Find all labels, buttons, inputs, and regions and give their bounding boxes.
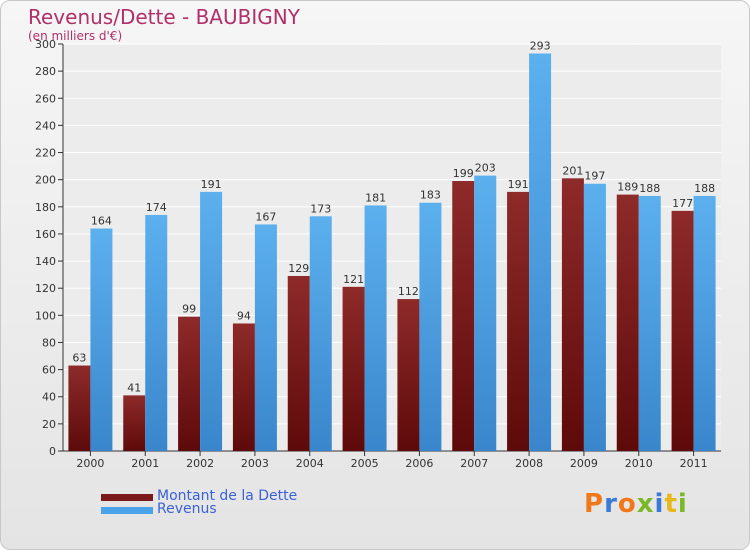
chart-subtitle: (en milliers d'€): [28, 29, 123, 43]
bar-revenus: [638, 195, 661, 451]
x-tick-label: 2001: [131, 457, 159, 470]
data-label-dette: 63: [72, 352, 86, 365]
data-label-revenus: 174: [146, 201, 167, 214]
y-tick-label: 60: [42, 364, 56, 377]
plot-area: [63, 44, 721, 451]
x-tick-label: 2006: [405, 457, 433, 470]
bar-revenus: [474, 175, 497, 451]
data-label-dette: 99: [182, 303, 196, 316]
bar-dette: [671, 210, 694, 451]
y-tick-label: 220: [35, 147, 56, 160]
bar-dette: [123, 395, 146, 451]
legend-label-revenus: Revenus: [157, 501, 217, 517]
y-tick-label: 120: [35, 282, 56, 295]
data-label-dette: 129: [288, 262, 309, 275]
data-label-dette: 191: [508, 178, 529, 191]
logo-letter: r: [604, 489, 618, 519]
logo-letter: i: [654, 489, 665, 519]
data-label-dette: 199: [453, 167, 474, 180]
logo-letter: t: [664, 489, 678, 519]
y-tick-label: 20: [42, 418, 56, 431]
data-label-dette: 121: [343, 273, 364, 286]
y-tick-label: 200: [35, 174, 56, 187]
bar-revenus: [200, 191, 223, 452]
data-label-dette: 189: [617, 181, 638, 194]
data-label-revenus: 173: [310, 202, 331, 215]
x-tick-label: 2000: [76, 457, 104, 470]
data-label-revenus: 183: [420, 189, 441, 202]
x-tick-label: 2004: [296, 457, 324, 470]
data-label-dette: 112: [398, 285, 419, 298]
x-tick-label: 2005: [351, 457, 379, 470]
y-tick-label: 80: [42, 336, 56, 349]
y-tick-label: 240: [35, 119, 56, 132]
y-tick-label: 40: [42, 391, 56, 404]
bar-revenus: [419, 202, 442, 451]
bar-revenus: [254, 224, 277, 451]
x-tick-label: 2009: [570, 457, 598, 470]
legend-swatch-revenus: [101, 507, 153, 514]
logo-letter: x: [636, 489, 655, 519]
data-label-revenus: 188: [694, 182, 715, 195]
x-tick-label: 2011: [680, 457, 708, 470]
bar-revenus: [529, 53, 552, 451]
logo-letter: i: [677, 489, 688, 519]
data-label-revenus: 293: [530, 39, 551, 52]
bar-revenus: [90, 228, 113, 451]
bar-dette: [397, 299, 420, 451]
y-tick-label: 180: [35, 201, 56, 214]
data-label-dette: 201: [562, 164, 583, 177]
y-tick-label: 160: [35, 228, 56, 241]
data-label-revenus: 197: [584, 170, 605, 183]
logo-letter: o: [617, 489, 637, 519]
bar-revenus: [309, 216, 332, 451]
y-tick-label: 100: [35, 309, 56, 322]
y-tick-label: 260: [35, 92, 56, 105]
data-label-dette: 177: [672, 197, 693, 210]
y-tick-label: 0: [49, 445, 56, 458]
legend-label-dette: Montant de la Dette: [157, 488, 298, 504]
y-tick-label: 140: [35, 255, 56, 268]
data-label-revenus: 188: [639, 182, 660, 195]
bar-dette: [342, 286, 365, 451]
x-tick-label: 2007: [460, 457, 488, 470]
bar-revenus: [364, 205, 387, 451]
bar-dette: [452, 181, 475, 452]
bar-dette: [507, 191, 530, 452]
y-tick-label: 300: [35, 38, 56, 51]
data-label-revenus: 203: [475, 162, 496, 175]
bar-dette: [561, 178, 584, 451]
data-label-dette: 94: [237, 309, 251, 322]
data-label-revenus: 181: [365, 191, 386, 204]
x-tick-label: 2002: [186, 457, 214, 470]
data-label-revenus: 164: [91, 215, 112, 228]
chart-title: Revenus/Dette - BAUBIGNY: [28, 5, 300, 29]
legend-swatch-dette: [101, 494, 153, 501]
logo-letter: P: [584, 489, 605, 519]
y-tick-label: 280: [35, 65, 56, 78]
bar-revenus: [145, 214, 168, 451]
bar-revenus: [693, 195, 716, 451]
proxiti-logo[interactable]: Proxiti: [584, 489, 688, 519]
bar-dette: [616, 194, 639, 451]
data-label-dette: 41: [127, 381, 141, 394]
x-tick-label: 2010: [625, 457, 653, 470]
bar-revenus: [583, 183, 606, 451]
data-label-revenus: 167: [255, 210, 276, 223]
bar-dette: [287, 275, 310, 451]
data-label-revenus: 191: [201, 178, 222, 191]
x-tick-label: 2003: [241, 457, 269, 470]
bar-dette: [232, 323, 255, 451]
bar-dette: [178, 316, 201, 451]
x-tick-label: 2008: [515, 457, 543, 470]
bar-dette: [68, 365, 91, 451]
